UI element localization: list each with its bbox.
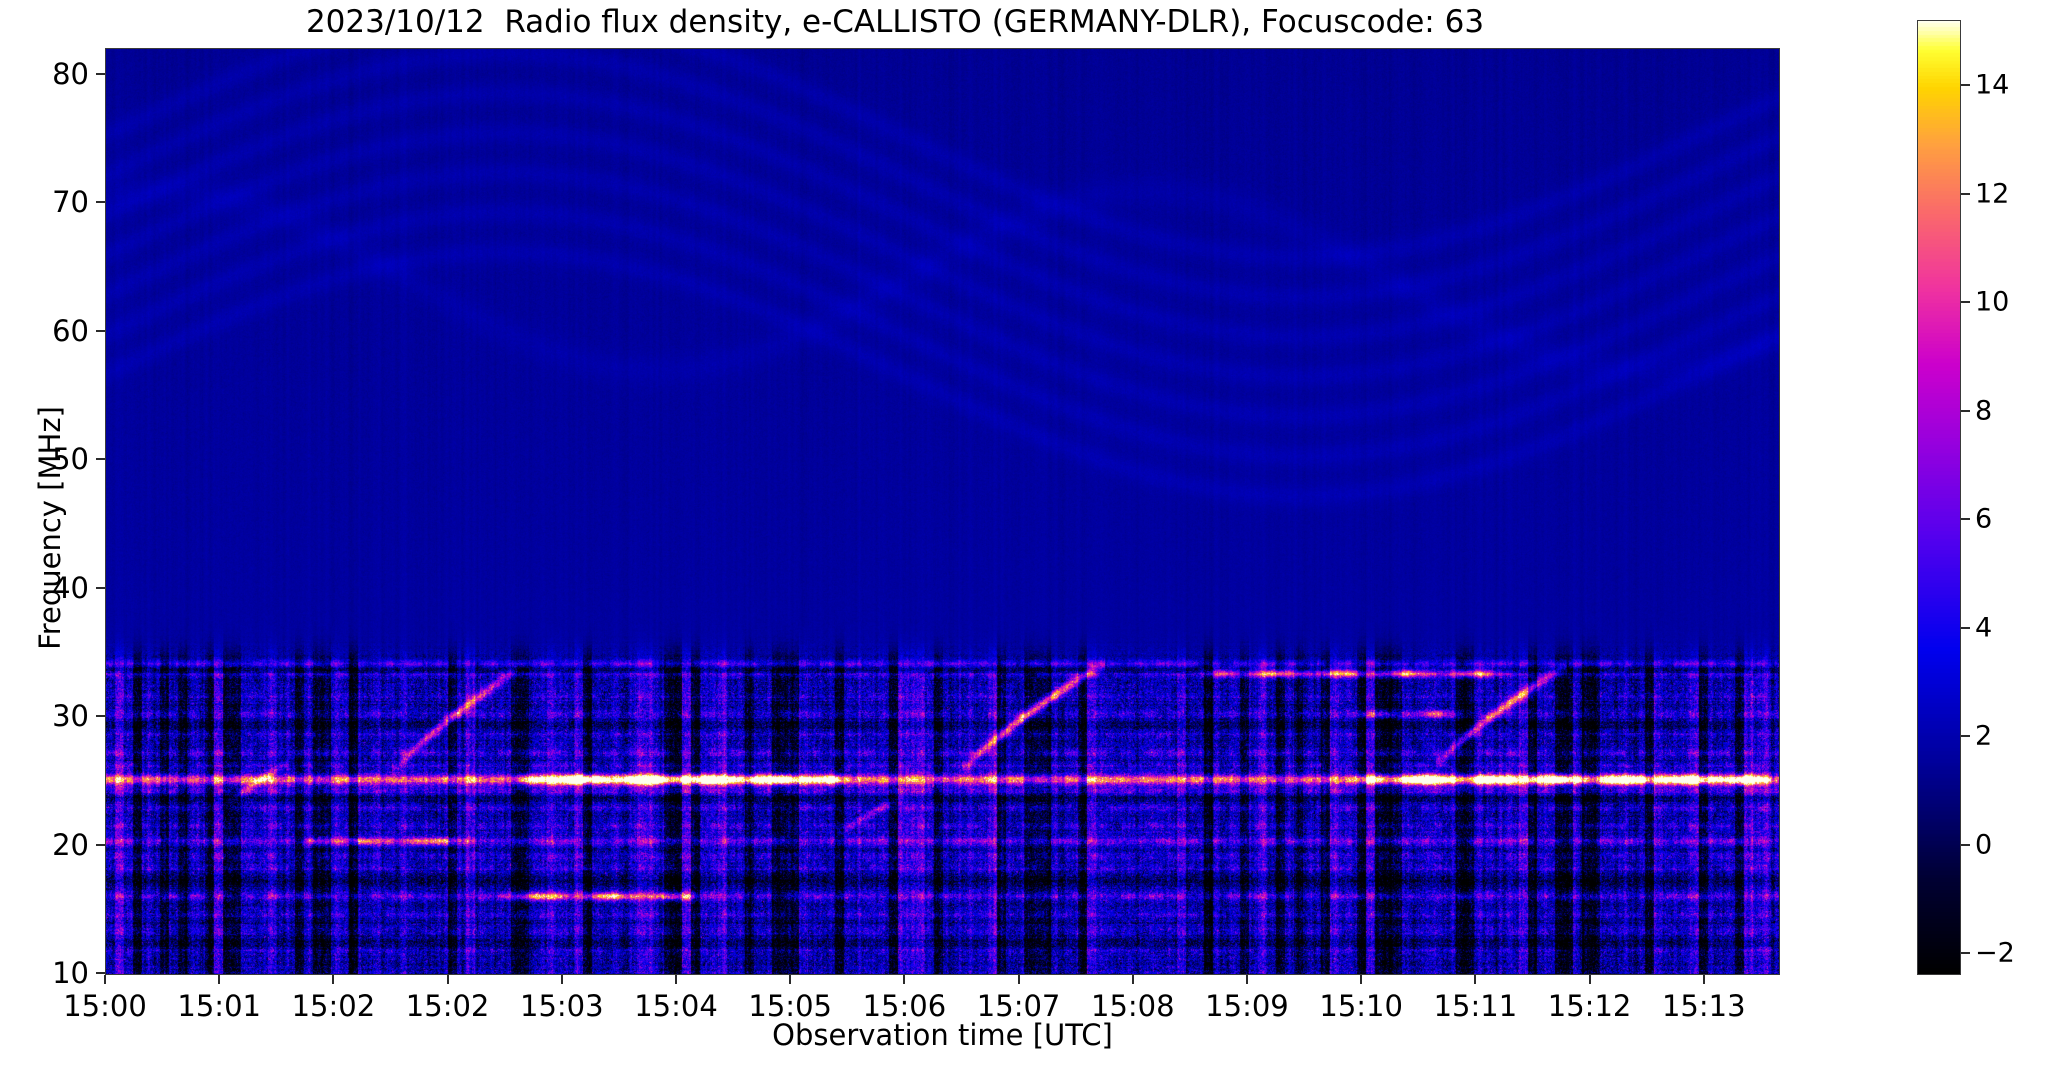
colorbar-tick-mark — [1961, 301, 1970, 304]
colorbar-tick-label: 8 — [1975, 395, 1993, 427]
x-tick-mark — [1474, 975, 1477, 984]
colorbar-tick-label: 12 — [1975, 178, 2010, 210]
x-tick-label: 15:09 — [1205, 989, 1289, 1023]
y-axis: 10 20 30 40 50 60 70 80 — [0, 0, 105, 1067]
colorbar-tick-label: 6 — [1975, 503, 1993, 535]
x-tick-label: 15:11 — [1433, 989, 1518, 1023]
y-tick-mark — [96, 586, 105, 589]
colorbar[interactable] — [1917, 20, 1961, 975]
x-tick-label: 15:10 — [1319, 989, 1403, 1023]
y-axis-label: Frequency [MHz] — [33, 406, 67, 650]
colorbar-tick-label: 2 — [1975, 720, 1993, 752]
y-tick-label: 30 — [52, 699, 89, 734]
colorbar-gradient — [1918, 21, 1960, 974]
colorbar-tick-mark — [1961, 409, 1970, 412]
y-tick-label: 20 — [52, 827, 89, 862]
x-tick-label: 15:12 — [1547, 989, 1632, 1023]
colorbar-tick-mark — [1961, 518, 1970, 521]
colorbar-tick-mark — [1961, 952, 1970, 955]
y-tick-label: 80 — [52, 56, 89, 91]
colorbar-tick-mark — [1961, 735, 1970, 738]
spectrogram-image[interactable] — [106, 49, 1779, 974]
spectrogram-plot-area[interactable] — [105, 48, 1780, 975]
colorbar-tick-mark — [1961, 84, 1970, 87]
y-tick-mark — [96, 715, 105, 718]
x-axis: 15:00 15:01 15:02 15:02 15:03 15:04 15:05 15:06… — [0, 975, 2047, 1035]
x-tick-mark — [1360, 975, 1363, 984]
colorbar-tick-mark — [1961, 626, 1970, 629]
y-tick-mark — [96, 72, 105, 75]
x-tick-label: 15:06 — [862, 989, 947, 1023]
x-tick-mark — [332, 975, 335, 984]
y-tick-mark — [96, 972, 105, 974]
x-tick-mark — [789, 975, 792, 984]
y-tick-mark — [96, 458, 105, 461]
x-tick-mark — [1017, 975, 1020, 984]
x-tick-label: 15:08 — [1090, 989, 1175, 1023]
y-tick-label: 60 — [52, 313, 89, 348]
x-tick-mark — [560, 975, 563, 984]
x-tick-mark — [104, 975, 106, 984]
y-tick-label: 70 — [52, 185, 89, 220]
y-tick-label: 50 — [52, 442, 89, 477]
x-tick-label: 15:04 — [634, 989, 718, 1023]
x-tick-label: 15:00 — [63, 989, 147, 1023]
y-tick-mark — [96, 201, 105, 204]
x-tick-label: 15:13 — [1661, 989, 1746, 1023]
x-tick-label: 15:02 — [405, 989, 490, 1023]
x-tick-label: 15:05 — [748, 989, 832, 1023]
x-tick-mark — [1588, 975, 1591, 984]
x-tick-mark — [674, 975, 677, 984]
x-tick-label: 15:07 — [976, 989, 1061, 1023]
x-tick-mark — [903, 975, 906, 984]
x-tick-mark — [1702, 975, 1705, 984]
x-axis-label: Observation time [UTC] — [772, 1018, 1113, 1052]
chart-title: 2023/10/12 Radio flux density, e-CALLIST… — [305, 4, 1485, 40]
x-tick-label: 15:03 — [519, 989, 604, 1023]
y-tick-mark — [96, 843, 105, 846]
y-tick-label: 10 — [52, 956, 89, 990]
colorbar-tick-mark — [1961, 843, 1970, 846]
x-tick-mark — [446, 975, 449, 984]
y-tick-mark — [96, 329, 105, 332]
colorbar-tick-label: 10 — [1975, 286, 2010, 318]
y-tick-label: 40 — [52, 570, 89, 605]
x-tick-label: 15:02 — [291, 989, 376, 1023]
colorbar-tick-label: 0 — [1975, 829, 1993, 861]
colorbar-tick-label: 14 — [1975, 69, 2010, 101]
colorbar-axis: −2 0 2 4 6 8 10 12 14 — [1961, 0, 2047, 1067]
x-tick-mark — [218, 975, 221, 984]
x-tick-label: 15:01 — [177, 989, 261, 1023]
x-tick-mark — [1245, 975, 1248, 984]
x-tick-mark — [1131, 975, 1134, 984]
colorbar-tick-label: 4 — [1975, 612, 1993, 644]
colorbar-tick-mark — [1961, 192, 1970, 195]
colorbar-tick-label: −2 — [1975, 937, 2015, 969]
